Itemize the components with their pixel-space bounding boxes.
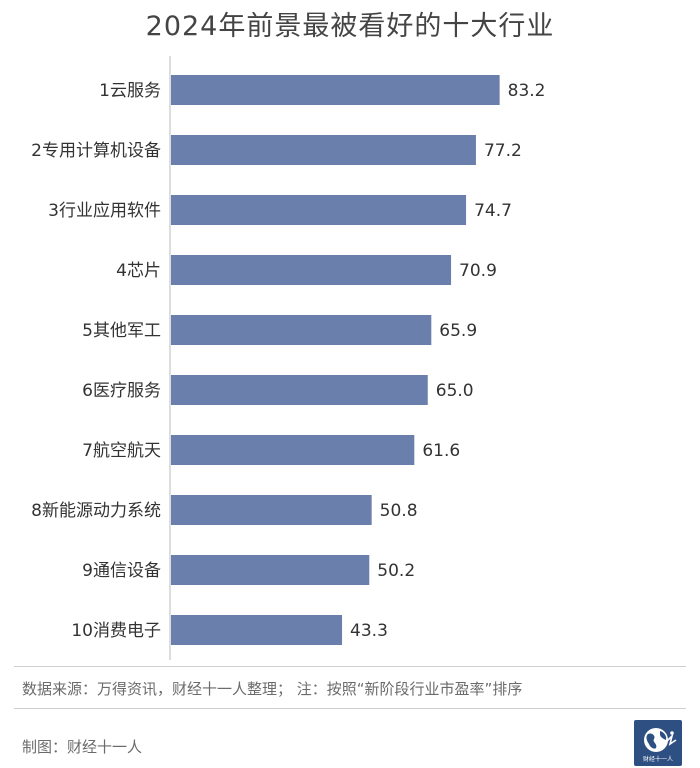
value-label: 50.2 xyxy=(377,561,415,581)
value-label: 61.6 xyxy=(422,441,460,461)
value-label: 65.0 xyxy=(436,381,474,401)
value-label: 65.9 xyxy=(439,321,477,341)
bar xyxy=(171,555,370,585)
brand-logo: 财经十一人 xyxy=(634,720,682,766)
bar xyxy=(171,75,500,105)
logo-text: 财经十一人 xyxy=(642,756,673,763)
category-label: 8新能源动力系统 xyxy=(31,501,161,521)
bar xyxy=(171,495,372,525)
value-label: 74.7 xyxy=(474,201,512,221)
bar xyxy=(171,315,432,345)
value-label: 43.3 xyxy=(350,621,388,641)
value-label: 70.9 xyxy=(459,261,497,281)
globe-icon xyxy=(644,728,677,752)
category-label: 2专用计算机设备 xyxy=(31,141,161,161)
bar xyxy=(171,375,428,405)
source-note: 数据来源：万得资讯，财经十一人整理； 注：按照“新阶段行业市盈率”排序 xyxy=(22,680,523,698)
category-label: 3行业应用软件 xyxy=(48,201,161,221)
bar-chart: 1云服务 83.2 2专用计算机设备 77.2 3行业应用软件 74.7 4芯片 70.9 5其… xyxy=(31,56,546,660)
value-label: 50.8 xyxy=(380,501,418,521)
bar xyxy=(171,195,467,225)
bar xyxy=(171,255,452,285)
bar xyxy=(171,435,415,465)
bar xyxy=(171,615,343,645)
category-label: 6医疗服务 xyxy=(82,381,161,401)
category-label: 7航空航天 xyxy=(82,441,161,461)
value-label: 77.2 xyxy=(484,141,522,161)
category-label: 4芯片 xyxy=(116,261,161,281)
chart-credit: 制图：财经十一人 xyxy=(22,738,143,756)
bar xyxy=(171,135,476,165)
chart-title: 2024年前景最被看好的十大行业 xyxy=(145,11,555,42)
category-label: 5其他军工 xyxy=(82,321,161,341)
credit-divider xyxy=(14,708,686,709)
value-label: 83.2 xyxy=(508,81,546,101)
footer-divider xyxy=(14,666,686,667)
category-label: 9通信设备 xyxy=(82,561,161,581)
category-label: 10消费电子 xyxy=(71,621,161,641)
category-label: 1云服务 xyxy=(99,81,161,101)
